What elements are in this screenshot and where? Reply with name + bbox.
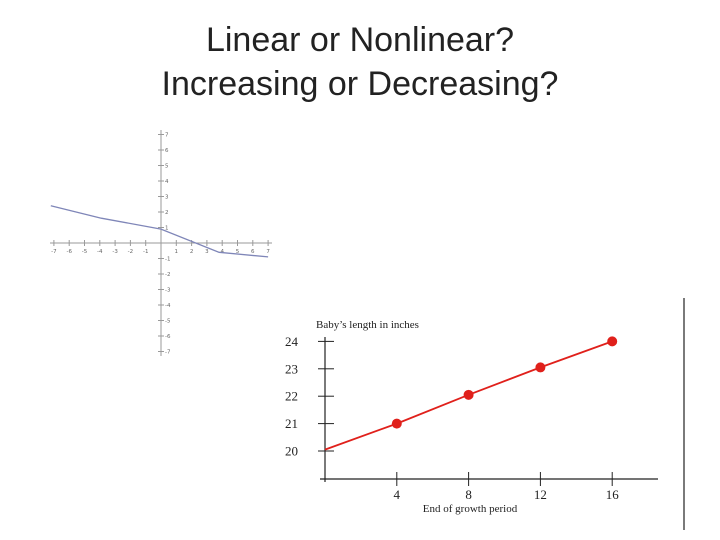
data-point xyxy=(463,389,474,400)
x-tick-label: -3 xyxy=(112,249,118,255)
y-tick-label: 21 xyxy=(285,416,298,431)
x-axis-label: End of growth period xyxy=(423,503,518,515)
x-tick-label: 1 xyxy=(175,249,179,255)
x-tick-label: -5 xyxy=(82,249,88,255)
x-tick-label: -6 xyxy=(66,249,72,255)
y-tick-label: -1 xyxy=(165,257,170,263)
data-point xyxy=(535,362,546,373)
y-tick-label: 22 xyxy=(285,389,298,404)
x-tick-label: 7 xyxy=(266,249,270,255)
y-tick-label: 23 xyxy=(285,361,298,376)
y-tick-label: 20 xyxy=(285,444,298,459)
y-tick-label: -2 xyxy=(165,272,170,278)
y-tick-label: 5 xyxy=(165,164,169,170)
y-tick-label: -5 xyxy=(165,319,171,325)
x-tick-label: 12 xyxy=(534,487,547,502)
y-tick-label: -3 xyxy=(165,288,171,294)
y-tick-label: 2 xyxy=(165,210,169,216)
x-tick-label: 8 xyxy=(465,487,472,502)
y-tick-label: -4 xyxy=(165,303,171,309)
x-tick-label: -4 xyxy=(97,249,103,255)
x-tick-label: 16 xyxy=(606,487,620,502)
x-tick-label: 5 xyxy=(236,249,240,255)
x-tick-label: 2 xyxy=(190,249,194,255)
y-tick-label: 4 xyxy=(165,179,169,185)
x-tick-label: -2 xyxy=(128,249,133,255)
x-tick-label: 6 xyxy=(251,249,255,255)
data-point xyxy=(607,336,618,347)
slide-title: Linear or Nonlinear? Increasing or Decre… xyxy=(0,18,720,106)
x-tick-label: -7 xyxy=(51,249,57,255)
y-tick-label: 6 xyxy=(165,148,169,154)
x-tick-label: 3 xyxy=(205,249,209,255)
x-tick-label: -1 xyxy=(143,249,148,255)
y-tick-label: -7 xyxy=(165,350,171,356)
data-point xyxy=(391,418,402,429)
y-tick-label: 7 xyxy=(165,133,169,139)
chart-title: Baby’s length in inches xyxy=(316,319,419,331)
x-tick-label: 4 xyxy=(394,487,401,502)
y-tick-label: -6 xyxy=(165,334,171,340)
y-tick-label: 24 xyxy=(285,334,299,349)
title-line-2: Increasing or Decreasing? xyxy=(161,65,559,103)
y-tick-label: 3 xyxy=(165,195,169,201)
title-line-1: Linear or Nonlinear? xyxy=(205,21,515,59)
y-tick-label: 1 xyxy=(165,226,169,232)
series-line xyxy=(50,205,269,258)
